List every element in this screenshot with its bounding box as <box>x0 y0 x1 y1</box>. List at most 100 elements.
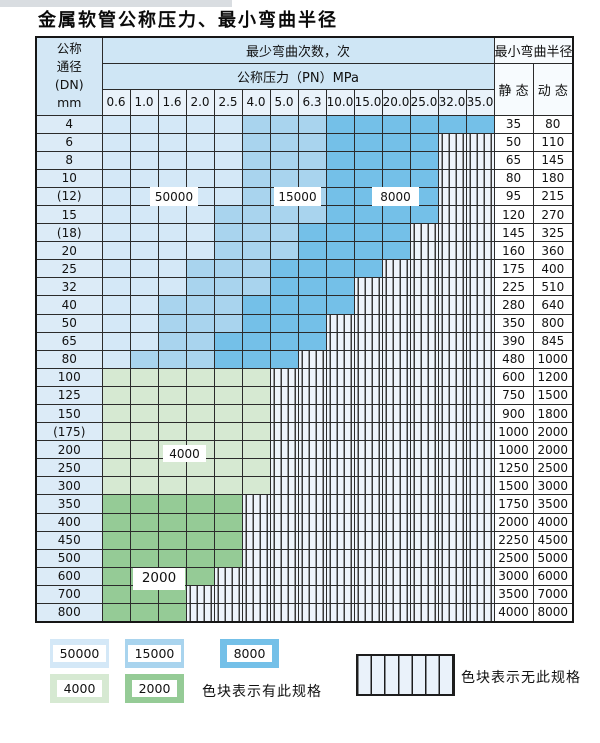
table-row: 20 160 360 <box>35 241 574 261</box>
legend-swatch-50000: 50000 <box>50 639 109 668</box>
grid-cell-b4000 <box>101 440 131 460</box>
grid-cell-b50000 <box>157 277 187 297</box>
grid-cell-b15000 <box>241 186 271 206</box>
grid-cell-no-spec <box>381 385 411 406</box>
static-radius-value: 4000 <box>493 603 534 623</box>
grid-cell-no-spec <box>465 530 495 550</box>
grid-cell-b8000 <box>353 132 383 152</box>
grid-cell-b15000 <box>241 204 271 225</box>
grid-cell-no-spec <box>325 422 355 442</box>
grid-cell-no-spec <box>353 367 383 387</box>
grid-label-50000: 50000 <box>150 187 198 206</box>
grid-cell-b8000 <box>409 150 439 170</box>
grid-cell-b8000 <box>381 114 411 134</box>
grid-cell-no-spec <box>381 422 411 442</box>
grid-cell-no-spec <box>409 313 439 333</box>
dn-cell: 150 <box>35 403 103 424</box>
grid-cell-b2000 <box>129 548 159 568</box>
dynamic-radius-value: 1200 <box>532 367 574 387</box>
grid-cell-b4000 <box>241 403 271 424</box>
grid-cell-b50000 <box>101 313 131 333</box>
grid-cell-no-spec <box>437 403 467 424</box>
static-radius-value: 390 <box>493 331 534 351</box>
grid-cell-b4000 <box>157 385 187 406</box>
dn-cell: 8 <box>35 150 103 170</box>
grid-cell-b15000 <box>269 241 299 261</box>
grid-cell-b8000 <box>381 204 411 225</box>
grid-cell-b8000 <box>325 132 355 152</box>
grid-cell-no-spec <box>325 403 355 424</box>
grid-cell-no-spec <box>297 566 327 586</box>
dn-cell: (12) <box>35 186 103 206</box>
static-radius-value: 50 <box>493 132 534 152</box>
grid-cell-b50000 <box>129 313 159 333</box>
grid-cell-b8000 <box>269 349 299 369</box>
dynamic-radius-value: 2000 <box>532 422 574 442</box>
grid-cell-no-spec <box>409 349 439 369</box>
grid-cell-b8000 <box>325 277 355 297</box>
dn-cell: (18) <box>35 223 103 243</box>
grid-cell-no-spec <box>353 584 383 605</box>
grid-cell-b15000 <box>269 168 299 188</box>
grid-cell-b50000 <box>129 150 159 170</box>
grid-cell-b4000 <box>101 403 131 424</box>
grid-cell-no-spec <box>381 367 411 387</box>
grid-cell-b50000 <box>129 223 159 243</box>
grid-cell-b8000 <box>381 168 411 188</box>
grid-cell-no-spec <box>297 385 327 406</box>
grid-cell-b8000 <box>353 204 383 225</box>
grid-cell-b8000 <box>325 168 355 188</box>
grid-cell-no-spec <box>465 512 495 532</box>
grid-cell-no-spec <box>353 512 383 532</box>
grid-cell-b15000 <box>213 313 243 333</box>
grid-cell-no-spec <box>353 277 383 297</box>
grid-cell-no-spec <box>409 403 439 424</box>
grid-cell-b8000 <box>297 241 327 261</box>
grid-cell-b4000 <box>129 385 159 406</box>
grid-cell-b15000 <box>185 295 215 315</box>
grid-cell-no-spec <box>465 440 495 460</box>
grid-cell-no-spec <box>185 584 215 605</box>
grid-cell-b15000 <box>185 331 215 351</box>
grid-cell-no-spec <box>325 512 355 532</box>
static-radius-value: 2500 <box>493 548 534 568</box>
grid-cell-no-spec <box>437 277 467 297</box>
grid-cell-no-spec <box>437 603 467 623</box>
grid-cell-no-spec <box>437 476 467 496</box>
table-row: 150 900 1800 <box>35 403 574 424</box>
grid-cell-no-spec <box>437 458 467 478</box>
pressure-column-header: 5.0 <box>269 88 299 116</box>
grid-cell-b2000 <box>157 512 187 532</box>
grid-cell-no-spec <box>269 530 299 550</box>
table-row: 700 3500 7000 <box>35 584 574 605</box>
grid-cell-no-spec <box>437 584 467 605</box>
grid-cell-no-spec <box>437 367 467 387</box>
dynamic-radius-value: 215 <box>532 186 574 206</box>
grid-cell-b15000 <box>269 132 299 152</box>
dn-header-line3: (DN) <box>54 77 84 93</box>
grid-cell-b15000 <box>129 349 159 369</box>
grid-cell-b15000 <box>269 223 299 243</box>
grid-cell-b4000 <box>241 458 271 478</box>
grid-cell-b2000 <box>185 530 215 550</box>
grid-cell-b4000 <box>157 403 187 424</box>
grid-cell-no-spec <box>241 494 271 514</box>
dn-cell: 600 <box>35 566 103 586</box>
grid-cell-no-spec <box>409 512 439 532</box>
dn-cell: 25 <box>35 259 103 279</box>
grid-cell-b50000 <box>157 223 187 243</box>
grid-cell-b8000 <box>381 150 411 170</box>
grid-cell-b15000 <box>185 277 215 297</box>
grid-cell-no-spec <box>297 349 327 369</box>
legend-swatch-4000: 4000 <box>50 674 109 703</box>
spec-table-wrap: 公称 通径 (DN) mm 最少弯曲次数，次 最小弯曲半径 公称压力（PN）MP… <box>35 36 575 623</box>
grid-cell-no-spec <box>269 367 299 387</box>
grid-cell-b2000 <box>185 512 215 532</box>
grid-cell-b50000 <box>185 168 215 188</box>
grid-cell-no-spec <box>465 186 495 206</box>
grid-cell-b50000 <box>129 132 159 152</box>
grid-cell-b4000 <box>213 403 243 424</box>
pressure-column-header: 10.0 <box>325 88 355 116</box>
grid-cell-b8000 <box>409 114 439 134</box>
grid-cell-b50000 <box>185 204 215 225</box>
